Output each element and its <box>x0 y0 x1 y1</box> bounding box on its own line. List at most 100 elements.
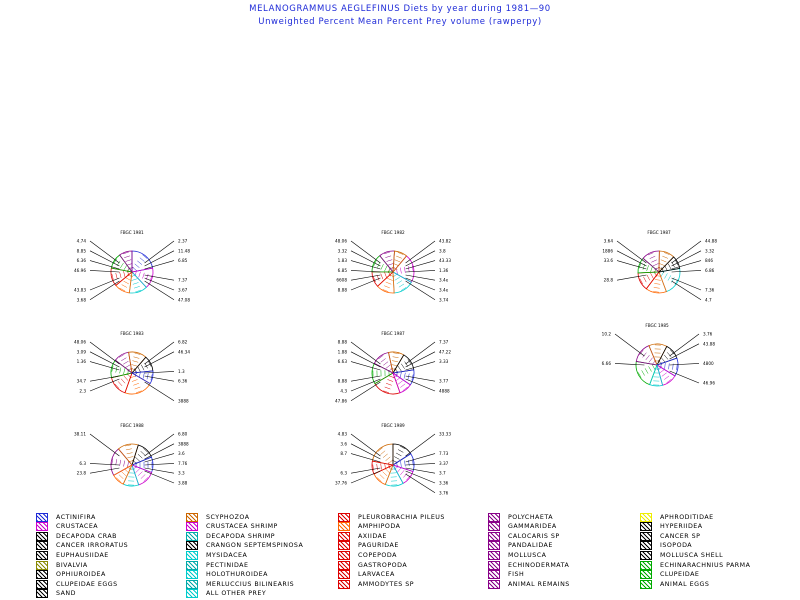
slice-value-label: 28.8 <box>604 278 614 283</box>
leader-line <box>671 240 702 264</box>
pie-title: FBGC 1981 <box>120 230 144 235</box>
slice-value-label: 6.82 <box>178 340 188 345</box>
legend-label: CRUSTACEA SHRIMP <box>206 523 278 531</box>
slice-hatch <box>663 354 669 360</box>
slice-hatch <box>118 474 124 479</box>
leader-line <box>144 280 175 301</box>
legend-label: COPEPODA <box>358 551 397 559</box>
pie-title: FBGC 1985 <box>645 323 669 328</box>
slice-hatch <box>382 289 389 292</box>
slice-value-label: 47.22 <box>439 349 451 354</box>
slice-value-label: 1886 <box>602 248 613 253</box>
legend-label: HOLOTHUROIDEA <box>206 571 268 579</box>
slice-hatch <box>385 364 391 369</box>
leader-line <box>671 280 702 301</box>
slice-hatch <box>382 471 388 476</box>
slice-hatch <box>380 450 386 455</box>
legend-label: PANDALIDAE <box>508 542 553 550</box>
pie-title: FBGC 1988 <box>120 423 144 428</box>
slice-value-label: 3.76 <box>703 332 713 337</box>
chart-title: MELANOGRAMMUS AEGLEFINUS Diets by year d… <box>249 4 551 14</box>
slice-value-label: 38.11 <box>74 432 86 437</box>
leader-line <box>350 433 381 457</box>
slice-hatch <box>119 459 121 466</box>
leader-line <box>89 351 120 368</box>
slice-hatch <box>125 259 132 262</box>
leader-line <box>405 280 436 301</box>
slice-value-label: 3.4e <box>439 278 449 283</box>
slice-hatch <box>135 390 142 394</box>
slice-hatch <box>131 364 138 367</box>
slice-hatch <box>385 468 390 474</box>
pie-panel: FBGC 1982 48.06 3.32 1.83 6.85 6608 8.88 43.82 3… <box>335 230 451 302</box>
legend-swatch <box>186 570 198 580</box>
legend-item: CANCER SP <box>640 531 700 541</box>
slice-hatch <box>141 364 145 371</box>
legend-item: PLEUROBRACHIA PILEUS <box>338 512 445 522</box>
leader-line <box>405 473 436 494</box>
slice-value-label: 846 <box>705 258 713 263</box>
slice-hatch <box>380 358 386 363</box>
pie-title: FBGC 1989 <box>381 423 405 428</box>
leader-line <box>89 341 120 365</box>
legend-swatch <box>36 512 48 522</box>
slice-hatch <box>385 456 391 461</box>
leader-line <box>350 361 381 371</box>
pie-charts: FBGC 1981 4.74 8.85 6.36 46.96 43.83 3.68 2.37 1… <box>74 230 717 495</box>
legend-label: AXIIDAE <box>358 532 387 540</box>
slice-hatch <box>383 361 389 366</box>
legend-label: ALL OTHER PREY <box>206 590 267 598</box>
slice-value-label: 6.36 <box>178 379 188 384</box>
slice-hatch <box>652 263 659 267</box>
slice-value-label: 33.33 <box>439 432 451 437</box>
slice-hatch <box>396 280 403 284</box>
legend-item: ANIMAL EGGS <box>640 579 709 589</box>
slice-hatch <box>123 265 128 271</box>
legend-item: ECHINODERMATA <box>488 560 569 570</box>
slice-hatch <box>386 259 393 262</box>
legend-swatch <box>338 541 350 551</box>
slice-hatch <box>137 260 143 265</box>
leader-line <box>144 260 175 270</box>
leader-line <box>669 370 700 384</box>
slice-hatch <box>650 272 654 279</box>
leader-line <box>669 363 700 366</box>
legend-label: APHRODITIDAE <box>660 513 714 521</box>
legend-label: CANCER SP <box>660 532 701 540</box>
slice-value-label: 43.33 <box>439 258 451 263</box>
legend-item: APHRODITIDAE <box>640 512 714 522</box>
legend-label: HYPERIIDEA <box>660 523 703 531</box>
leader-line <box>144 277 175 291</box>
slice-hatch <box>643 276 647 283</box>
legend-label: MOLLUSCA SHELL <box>660 551 724 559</box>
legend-label: GASTROPODA <box>358 561 408 569</box>
leader-line <box>405 453 436 463</box>
legend-item: AMPHIPODA <box>338 522 400 532</box>
legend-item: PAGURIDAE <box>338 541 399 551</box>
slice-hatch <box>391 266 398 270</box>
legend-item: ACTINIFIRA <box>36 512 96 522</box>
slice-value-label: 47.86 <box>335 398 347 403</box>
leader-line <box>144 381 175 402</box>
slice-hatch <box>654 279 661 281</box>
legend-swatch <box>36 579 48 589</box>
legend-item: HYPERIIDEA <box>640 522 703 532</box>
slice-hatch <box>639 350 644 356</box>
leader-line <box>614 363 645 366</box>
legend-label: MERLUCCIUS BILINEARIS <box>206 580 295 588</box>
slice-hatch <box>132 282 139 285</box>
slice-value-label: 6.85 <box>178 258 188 263</box>
slice-value-label: 44.88 <box>705 239 717 244</box>
slice-value-label: 33.6 <box>604 258 614 263</box>
slice-hatch <box>377 447 383 452</box>
leader-line <box>89 467 120 474</box>
slice-hatch <box>135 289 142 293</box>
legend-swatch <box>36 541 48 551</box>
slice-hatch <box>400 470 405 476</box>
slice-hatch <box>115 366 118 373</box>
slice-hatch <box>139 257 145 262</box>
slice-value-label: 6.85 <box>338 268 348 273</box>
legend-item: MYSIDACEA <box>186 550 247 560</box>
legend-label: AMMODYTES SP <box>358 580 415 588</box>
slice-hatch <box>393 263 399 266</box>
